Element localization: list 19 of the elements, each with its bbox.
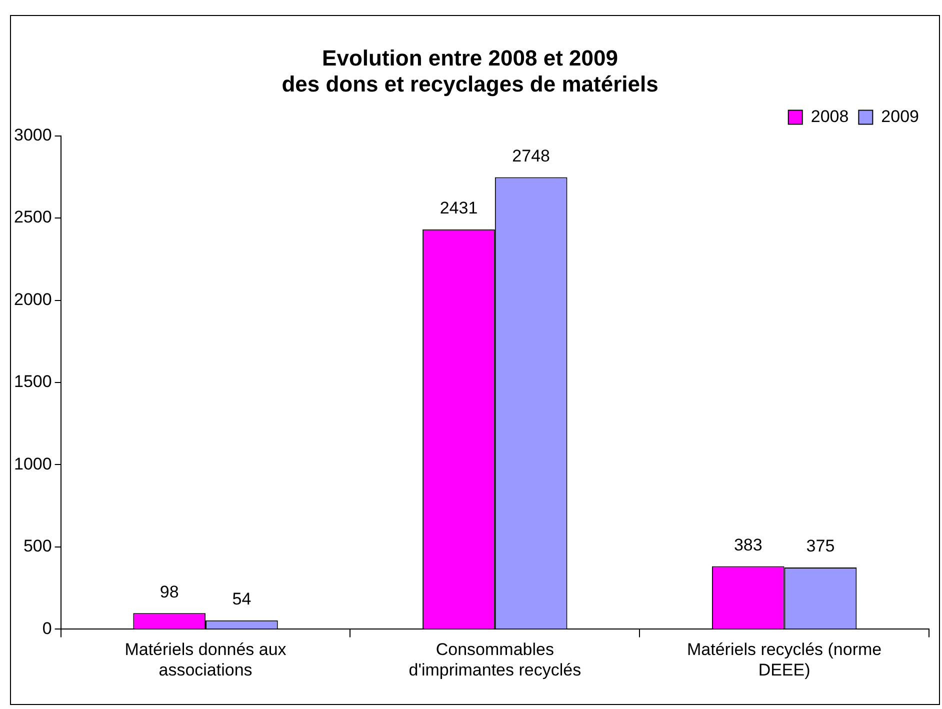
data-label: 375 xyxy=(806,536,835,556)
legend-label: 2008 xyxy=(810,106,849,126)
data-label: 2748 xyxy=(512,146,550,166)
y-tick-label: 0 xyxy=(42,618,52,638)
y-tick-label: 500 xyxy=(23,536,52,556)
data-label: 98 xyxy=(160,582,179,602)
y-tick-label: 2500 xyxy=(14,208,52,227)
chart-title: Evolution entre 2008 et 2009 des dons et recyclages de matériels xyxy=(282,45,658,97)
x-tick-label: Matériels recyclés (norme DEEE) xyxy=(687,640,882,680)
y-tick-label: 2000 xyxy=(14,290,52,309)
y-tick-label: 1000 xyxy=(14,454,52,474)
data-label: 383 xyxy=(734,535,762,554)
x-tick-label: Matériels donnés aux associations xyxy=(124,640,287,680)
data-label: 54 xyxy=(232,590,252,609)
y-tick-label: 3000 xyxy=(14,125,52,144)
y-tick-label: 1500 xyxy=(14,372,52,392)
data-label: 2431 xyxy=(440,198,478,218)
x-tick-label: Consommables d'imprimantes recyclés xyxy=(408,640,582,680)
legend-label: 2009 xyxy=(881,106,920,126)
